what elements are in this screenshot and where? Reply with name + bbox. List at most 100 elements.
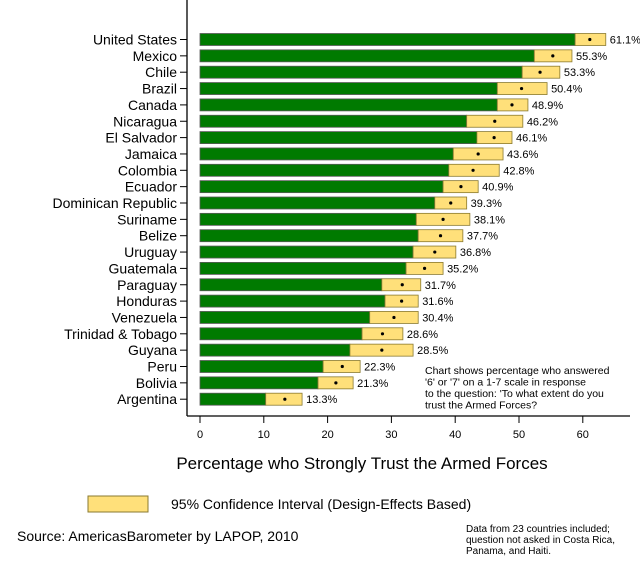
x-tick-label-6: 60 bbox=[577, 429, 589, 441]
bar-7 bbox=[199, 147, 454, 161]
point-estimate-6 bbox=[492, 136, 496, 140]
bars-layer bbox=[199, 33, 607, 406]
point-estimate-20 bbox=[340, 364, 344, 369]
x-tick-label-2: 20 bbox=[321, 429, 333, 441]
footnote: Data from 23 countries included;question… bbox=[466, 524, 615, 557]
category-label-7: Jamaica bbox=[125, 146, 177, 162]
labels-layer: 61.1% United States 55.3% Mexico 53.3% Chile 5… bbox=[52, 32, 640, 408]
point-estimate-5 bbox=[493, 119, 497, 123]
point-estimate-8 bbox=[471, 168, 475, 172]
category-label-18: Trinidad & Tobago bbox=[64, 326, 177, 342]
value-label-18: 28.6% bbox=[407, 329, 438, 341]
category-label-13: Uruguay bbox=[124, 244, 177, 260]
point-estimate-3 bbox=[519, 86, 524, 91]
footnote-line-0: Data from 23 countries included; bbox=[466, 524, 610, 535]
x-axis-title: Percentage who Strongly Trust the Armed … bbox=[176, 454, 547, 473]
bar-8 bbox=[199, 163, 450, 177]
point-estimate-7 bbox=[476, 152, 480, 156]
source-text: Source: AmericasBarometer by LAPOP, 2010 bbox=[17, 528, 299, 544]
value-label-7: 43.6% bbox=[507, 149, 538, 161]
annotation-line-0: Chart shows percentage who answered bbox=[425, 365, 610, 377]
x-tick-label-5: 50 bbox=[513, 429, 525, 441]
x-tick-label-4: 40 bbox=[449, 429, 461, 441]
point-estimate-2 bbox=[538, 70, 542, 74]
category-label-21: Bolivia bbox=[136, 375, 177, 391]
footnote-line-2: Panama, and Haiti. bbox=[466, 546, 551, 557]
bar-14 bbox=[199, 261, 407, 275]
value-label-21: 21.3% bbox=[357, 378, 388, 390]
bar-20 bbox=[199, 360, 324, 373]
point-estimate-12 bbox=[438, 234, 443, 238]
annotation-line-3: trust the Armed Forces? bbox=[425, 400, 537, 412]
x-tick-label-0: 0 bbox=[197, 429, 203, 441]
category-label-14: Guatemala bbox=[109, 260, 178, 276]
point-estimate-18 bbox=[380, 332, 385, 336]
category-label-19: Guyana bbox=[128, 342, 177, 358]
bar-6 bbox=[199, 131, 478, 145]
bar-10 bbox=[199, 196, 436, 210]
legend-label: 95% Confidence Interval (Design-Effects … bbox=[171, 496, 471, 512]
value-label-22: 13.3% bbox=[306, 394, 337, 406]
x-tick-label-3: 30 bbox=[385, 429, 397, 441]
category-label-22: Argentina bbox=[117, 391, 177, 407]
legend-swatch bbox=[87, 495, 149, 513]
value-label-10: 39.3% bbox=[471, 198, 502, 210]
bar-16 bbox=[199, 294, 386, 308]
bar-18 bbox=[199, 327, 363, 341]
bar-3 bbox=[199, 82, 498, 95]
value-label-16: 31.6% bbox=[422, 296, 453, 308]
point-estimate-10 bbox=[449, 201, 453, 205]
point-estimate-1 bbox=[551, 54, 555, 58]
value-label-9: 40.9% bbox=[482, 182, 513, 194]
value-label-15: 31.7% bbox=[425, 280, 456, 292]
bar-17 bbox=[199, 311, 371, 324]
category-label-10: Dominican Republic bbox=[52, 195, 177, 211]
value-label-19: 28.5% bbox=[417, 345, 448, 357]
category-label-6: El Salvador bbox=[105, 130, 177, 146]
value-label-17: 30.4% bbox=[422, 312, 453, 324]
bar-1 bbox=[199, 49, 535, 63]
bar-2 bbox=[199, 65, 523, 79]
category-label-4: Canada bbox=[128, 97, 177, 113]
point-estimate-13 bbox=[433, 250, 437, 254]
annotation-line-2: to the question: 'To what extent do you bbox=[425, 388, 604, 400]
bar-11 bbox=[199, 212, 417, 226]
annotation-note: Chart shows percentage who answered'6' o… bbox=[425, 365, 610, 412]
category-label-3: Brazil bbox=[142, 81, 177, 97]
value-label-6: 46.1% bbox=[516, 133, 547, 145]
value-label-0: 61.1% bbox=[610, 35, 640, 47]
bar-9 bbox=[199, 180, 444, 194]
value-label-4: 48.9% bbox=[532, 100, 563, 112]
bar-0 bbox=[199, 33, 576, 46]
bar-13 bbox=[199, 245, 414, 259]
category-label-0: United States bbox=[93, 32, 177, 48]
point-estimate-14 bbox=[422, 266, 427, 270]
value-label-12: 37.7% bbox=[467, 231, 498, 243]
axes-layer bbox=[186, 0, 630, 417]
category-label-1: Mexico bbox=[133, 48, 178, 64]
category-label-9: Ecuador bbox=[125, 179, 177, 195]
bar-22 bbox=[199, 392, 267, 406]
point-estimate-17 bbox=[392, 315, 396, 320]
value-label-13: 36.8% bbox=[460, 247, 491, 259]
point-estimate-0 bbox=[588, 37, 592, 42]
category-label-17: Venezuela bbox=[112, 309, 178, 325]
point-estimate-19 bbox=[380, 348, 384, 352]
point-estimate-22 bbox=[283, 397, 287, 401]
annotation-line-1: '6' or '7' on a 1-7 scale in response bbox=[425, 377, 586, 389]
value-label-2: 53.3% bbox=[564, 67, 595, 79]
category-label-8: Colombia bbox=[118, 162, 177, 178]
x-tick-label-1: 10 bbox=[258, 429, 270, 441]
value-label-20: 22.3% bbox=[364, 362, 395, 374]
value-label-5: 46.2% bbox=[527, 116, 558, 128]
bar-19 bbox=[199, 343, 351, 357]
value-label-8: 42.8% bbox=[503, 165, 534, 177]
footnote-line-1: question not asked in Costa Rica, bbox=[466, 535, 615, 546]
category-label-12: Belize bbox=[139, 228, 177, 244]
category-label-5: Nicaragua bbox=[113, 113, 177, 129]
bar-21 bbox=[199, 376, 319, 390]
bar-4 bbox=[199, 98, 498, 112]
bar-5 bbox=[199, 114, 468, 128]
point-estimate-4 bbox=[510, 103, 514, 107]
